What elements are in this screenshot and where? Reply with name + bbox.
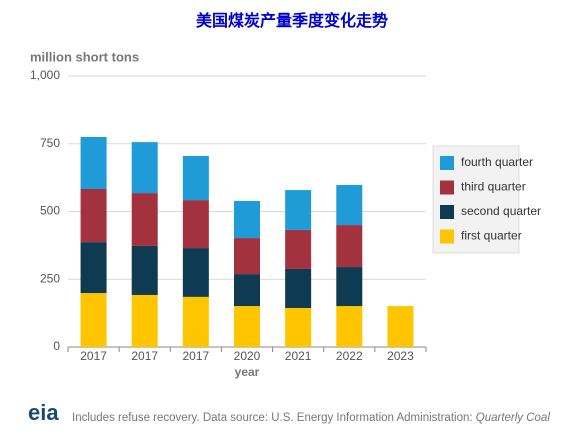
chart-title: 美国煤炭产量季度变化走势	[196, 11, 388, 30]
bar-segment	[131, 193, 158, 246]
bar-segment	[182, 248, 209, 297]
bar-segment	[80, 293, 107, 347]
y-tick-label: 0	[53, 339, 60, 353]
bar-segment	[285, 190, 312, 230]
legend-label: second quarter	[461, 204, 541, 218]
x-tick-label: 2021	[285, 349, 312, 363]
legend-swatch	[440, 205, 454, 219]
x-tick-label: 2020	[234, 349, 261, 363]
x-tick-label: 2017	[131, 349, 158, 363]
y-tick-label: 500	[40, 204, 60, 218]
legend-label: fourth quarter	[461, 155, 533, 169]
bar-segment	[234, 306, 260, 347]
y-tick-label: 1,000	[30, 68, 60, 82]
footer-source: Quarterly Coal	[476, 412, 551, 424]
logo: eia	[28, 400, 59, 425]
bar-segment	[182, 296, 209, 347]
x-axis-label: year	[235, 365, 260, 379]
bar-segment	[285, 307, 312, 347]
legend-swatch	[440, 156, 454, 170]
bar-segment	[182, 155, 209, 201]
bar-segment	[80, 136, 107, 190]
x-tick-label: 2023	[387, 349, 414, 363]
bar-segment	[80, 242, 107, 294]
legend-swatch	[440, 180, 454, 195]
bar-segment	[234, 200, 260, 239]
x-tick-label: 2017	[183, 349, 210, 363]
bar-segment	[131, 245, 158, 295]
bar-segment	[336, 267, 363, 307]
bar-segment	[80, 189, 107, 243]
y-tick-label: 250	[40, 271, 60, 285]
bar-segment	[182, 200, 209, 249]
bar-segment	[336, 306, 363, 347]
bar-segment	[131, 142, 158, 194]
legend-label: third quarter	[461, 180, 526, 194]
bar-segment	[336, 225, 363, 268]
legend-swatch	[440, 229, 454, 244]
x-tick-label: 2022	[336, 349, 363, 363]
bar-segment	[336, 184, 363, 226]
legend-label: first quarter	[461, 229, 522, 243]
y-axis-label: million short tons	[30, 49, 139, 64]
bar-segment	[234, 274, 260, 307]
footer-text: Includes refuse recovery. Data source: U…	[72, 412, 476, 424]
bar-segment	[131, 294, 158, 347]
bar-segment	[234, 238, 260, 275]
footer-note: Includes refuse recovery. Data source: U…	[72, 412, 550, 424]
y-tick-label: 750	[40, 136, 60, 150]
bar-segment	[387, 306, 414, 347]
bar-segment	[285, 268, 312, 308]
x-tick-label: 2017	[80, 349, 107, 363]
bar-segment	[285, 229, 312, 269]
